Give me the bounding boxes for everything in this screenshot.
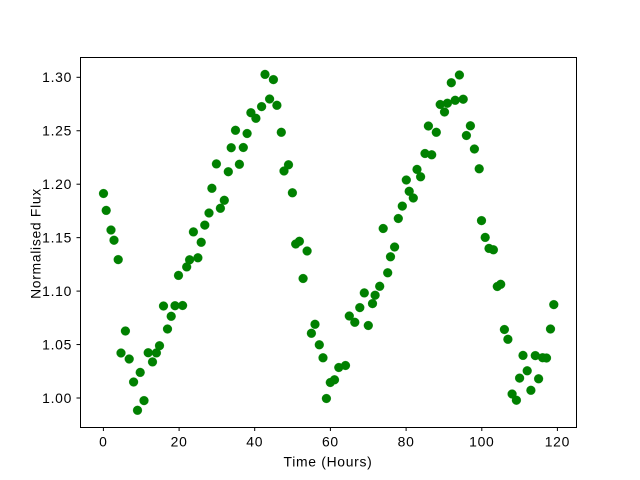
svg-text:Normalised Flux: Normalised Flux xyxy=(28,188,44,299)
svg-text:0: 0 xyxy=(99,434,107,450)
svg-text:1.25: 1.25 xyxy=(42,123,72,139)
svg-text:120: 120 xyxy=(545,434,570,450)
svg-text:100: 100 xyxy=(469,434,494,450)
svg-text:80: 80 xyxy=(398,434,415,450)
svg-text:1.15: 1.15 xyxy=(42,230,72,246)
svg-text:1.20: 1.20 xyxy=(42,176,72,192)
svg-text:1.00: 1.00 xyxy=(42,390,72,406)
svg-text:60: 60 xyxy=(322,434,339,450)
svg-text:1.10: 1.10 xyxy=(42,283,72,299)
svg-text:Time (Hours): Time (Hours) xyxy=(284,454,373,470)
svg-text:20: 20 xyxy=(171,434,188,450)
svg-text:40: 40 xyxy=(246,434,263,450)
svg-text:1.05: 1.05 xyxy=(42,336,72,352)
svg-text:1.30: 1.30 xyxy=(42,69,72,85)
